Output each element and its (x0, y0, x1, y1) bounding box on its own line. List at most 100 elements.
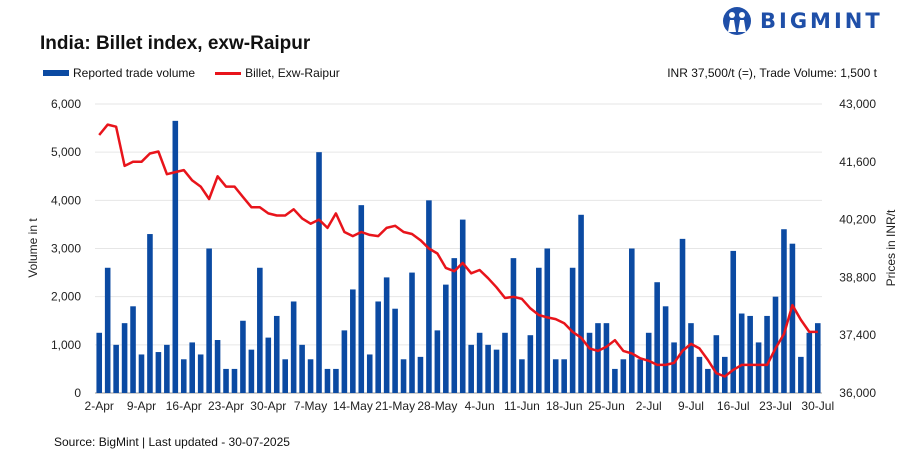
volume-bar (96, 332, 103, 393)
x-tick-label: 16-Apr (166, 399, 202, 413)
volume-bar (417, 356, 424, 393)
volume-bar (375, 301, 381, 393)
volume-bar (366, 354, 373, 393)
volume-bar (121, 323, 128, 393)
volume-bar (679, 238, 686, 393)
volume-bar (671, 342, 677, 393)
volume-bar (248, 349, 255, 393)
volume-bar (662, 306, 669, 393)
volume-bar (637, 359, 644, 393)
x-tick-label: 30-Apr (250, 399, 286, 413)
volume-bar (155, 352, 162, 393)
volume-bar (409, 272, 415, 393)
volume-bar (459, 219, 466, 393)
volume-bar (578, 214, 584, 393)
volume-bar (561, 359, 567, 393)
volume-bar (231, 368, 238, 393)
volume-bar (586, 332, 593, 393)
volume-bar (451, 258, 458, 393)
x-tick-label: 9-Jul (678, 399, 704, 413)
y-left-tick-label: 2,000 (51, 290, 81, 304)
volume-bar (688, 323, 694, 393)
volume-bar (197, 354, 204, 393)
chart-note: INR 37,500/t (=), Trade Volume: 1,500 t (667, 66, 877, 80)
volume-bar (434, 330, 441, 393)
y-left-tick-label: 0 (74, 386, 81, 400)
volume-bar (223, 368, 229, 393)
y-right-tick-label: 37,400 (839, 328, 876, 342)
volume-bar (307, 359, 314, 393)
y-right-tick-label: 43,000 (839, 97, 876, 111)
y-left-tick-label: 3,000 (51, 242, 81, 256)
x-tick-label: 18-Jun (546, 399, 583, 413)
volume-bar (713, 335, 720, 393)
bigmint-logo: BIGMINT (722, 6, 883, 36)
volume-bar (476, 332, 483, 393)
volume-bar (214, 340, 221, 393)
volume-bar (629, 248, 635, 393)
volume-bar (282, 359, 288, 393)
volume-bar (510, 258, 517, 393)
volume-bar (350, 289, 356, 393)
volume-bar (527, 335, 534, 393)
volume-bar (443, 284, 449, 393)
y-left-tick-label: 6,000 (51, 97, 81, 111)
volume-bar (595, 323, 601, 393)
legend-line-label: Billet, Exw-Raipur (245, 66, 340, 80)
price-line (98, 123, 818, 378)
volume-bar (265, 337, 272, 393)
volume-bar (738, 313, 745, 393)
x-tick-label: 30-Jul (801, 399, 834, 413)
volume-bar (172, 120, 179, 393)
legend: Reported trade volume Billet, Exw-Raipur (43, 66, 340, 80)
volume-bar (798, 356, 804, 393)
volume-bar (485, 344, 491, 393)
volume-bar (130, 306, 136, 393)
y-left-axis-title: Volume in t (26, 218, 40, 278)
volume-bar (147, 234, 153, 393)
y-left-tick-label: 1,000 (51, 338, 81, 352)
volume-bar (772, 296, 779, 393)
volume-bar (468, 344, 474, 393)
volume-bar (273, 315, 280, 393)
volume-bar (519, 359, 525, 393)
volume-bar (493, 349, 500, 393)
y-right-tick-label: 41,600 (839, 155, 876, 169)
source-text: Source: BigMint | Last updated - 30-07-2… (54, 435, 290, 449)
legend-bar-swatch (43, 70, 69, 76)
volume-bar (324, 368, 331, 393)
volume-bar (426, 200, 432, 393)
y-right-tick-label: 38,800 (839, 270, 876, 284)
volume-bar (104, 267, 111, 393)
volume-bar (341, 330, 348, 393)
volume-bar (552, 359, 559, 393)
logo-text: BIGMINT (760, 9, 883, 33)
x-tick-label: 2-Jul (636, 399, 662, 413)
volume-bar (536, 267, 542, 393)
chart-title: India: Billet index, exw-Raipur (40, 33, 311, 54)
volume-bar (755, 342, 762, 393)
x-tick-label: 11-Jun (504, 399, 540, 413)
volume-bar (544, 248, 551, 393)
volume-bar (164, 344, 170, 393)
y-right-tick-label: 40,200 (839, 213, 876, 227)
volume-bar (806, 332, 813, 393)
volume-bar (612, 368, 618, 393)
x-tick-label: 23-Jul (759, 399, 792, 413)
volume-bar (206, 248, 212, 393)
volume-bar (113, 344, 119, 393)
volume-bar (696, 356, 703, 393)
volume-bar (620, 359, 627, 393)
volume-bar (138, 354, 145, 393)
volume-bar (257, 267, 263, 393)
volume-bar (358, 205, 365, 393)
x-tick-label: 25-Jun (588, 399, 625, 413)
volume-bar (290, 301, 297, 393)
x-tick-label: 9-Apr (127, 399, 156, 413)
y-right-axis-title: Prices in INR/t (884, 209, 898, 286)
y-left-tick-label: 4,000 (51, 193, 81, 207)
legend-line-swatch (215, 71, 242, 75)
volume-bar (180, 359, 187, 393)
volume-bar (730, 250, 737, 393)
